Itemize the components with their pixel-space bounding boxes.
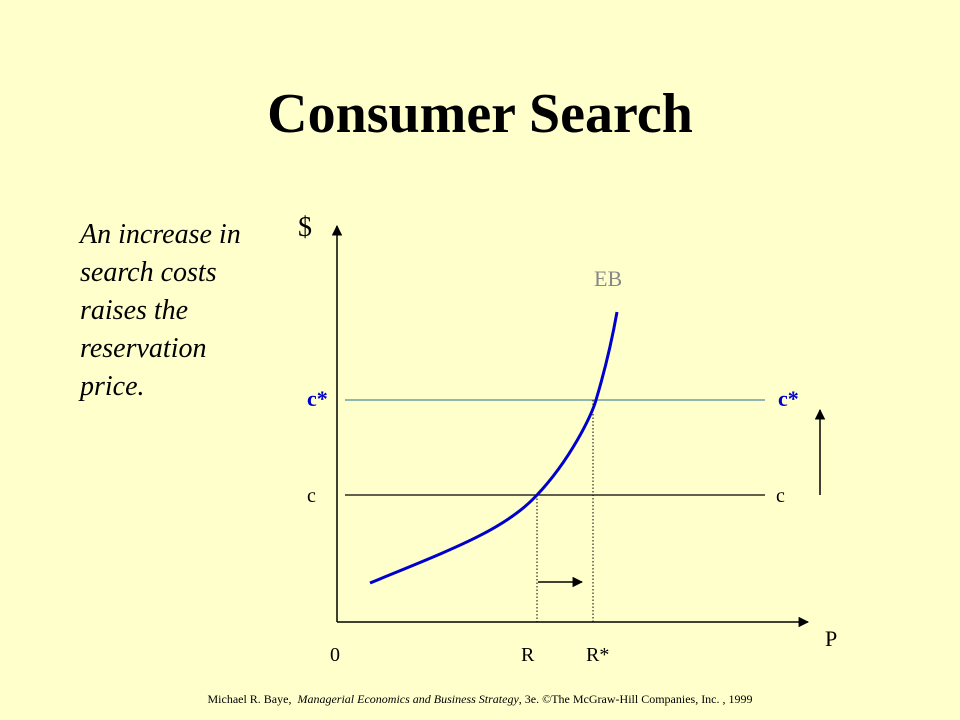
cstar-label-right: c* [778,386,799,411]
caption-text: An increase in search costs raises the r… [80,216,280,406]
r-tick-label: R [521,644,535,666]
y-axis-label: $ [298,212,312,243]
c-label-right: c [776,485,785,507]
footer-citation: Michael R. Baye, Managerial Economics an… [0,692,960,707]
c-label-left: c [307,485,316,507]
caption-line: raises the [80,295,189,326]
eb-label: EB [594,266,622,291]
slide-title: Consumer Search [267,83,693,145]
caption-line: price. [80,371,145,402]
caption-line: search costs [80,257,217,288]
footer-rest: , 3e. ©The McGraw-Hill Companies, Inc. ,… [518,692,753,706]
x-axis-label: P [825,626,837,651]
footer-book: Managerial Economics and Business Strate… [297,692,519,706]
caption-line: An increase in [80,219,241,250]
caption-line: reservation [80,333,207,364]
origin-label: 0 [330,644,340,666]
cstar-label-left: c* [307,386,328,411]
eb-curve [369,311,619,585]
footer-author: Michael R. Baye, [207,692,292,706]
rstar-tick-label: R* [586,644,609,666]
